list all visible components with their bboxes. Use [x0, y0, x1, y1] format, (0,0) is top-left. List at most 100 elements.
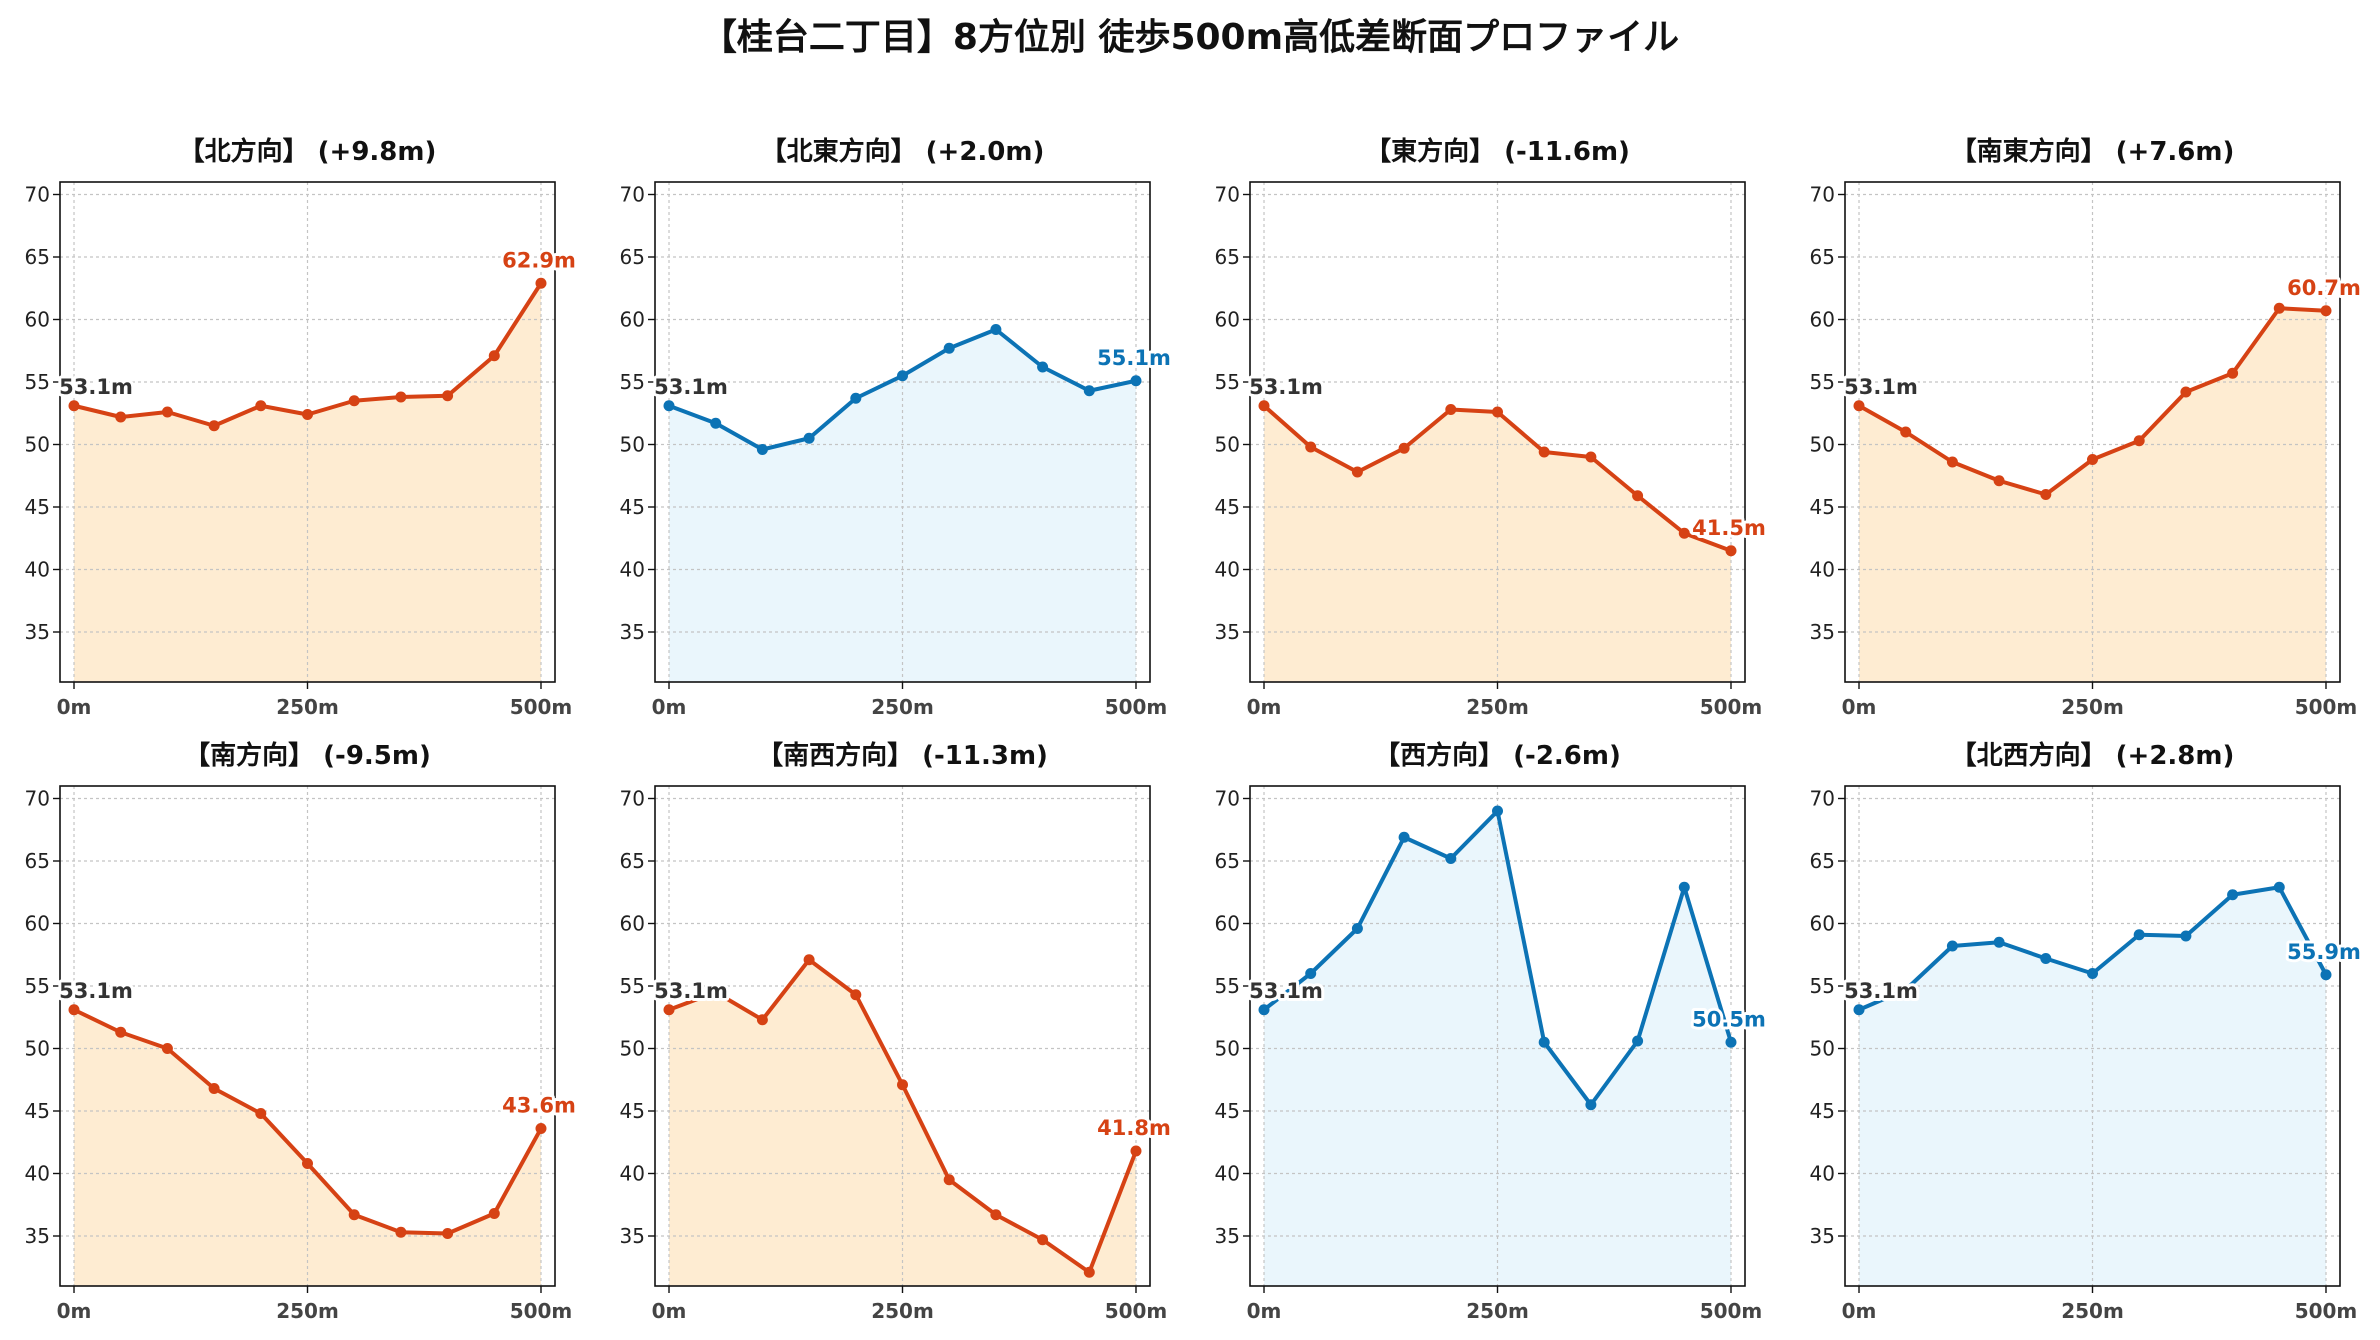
panel-4: 【南方向】 (-9.5m) 35 40 45 50 55 60 65 70 0m 250m 500m 5…	[25, 740, 579, 1323]
x-tick-label: 500m	[510, 1299, 573, 1323]
y-tick-label: 50	[1215, 433, 1240, 457]
data-point	[756, 444, 768, 455]
y-tick-label: 45	[1215, 1099, 1240, 1123]
data-point	[1725, 1036, 1737, 1048]
data-point	[1083, 385, 1095, 397]
x-tick-label: 0m	[652, 695, 687, 719]
data-point	[2087, 454, 2098, 465]
panel-title: 【南東方向】 (+7.6m)	[1951, 136, 2235, 167]
x-tick-label: 250m	[276, 695, 339, 719]
data-point	[2133, 435, 2145, 447]
data-point	[348, 1209, 360, 1221]
y-tick-label: 70	[1810, 787, 1835, 811]
panel-title: 【南方向】 (-9.5m)	[184, 740, 431, 771]
y-tick-label: 65	[620, 245, 645, 269]
y-tick-label: 40	[620, 1162, 645, 1186]
data-point	[2320, 305, 2332, 317]
start-label: 53.1m	[1844, 375, 1918, 399]
y-tick-label: 55	[25, 974, 50, 998]
y-tick-label: 70	[1810, 183, 1835, 207]
data-point	[442, 390, 454, 402]
data-point	[897, 370, 908, 382]
y-tick-label: 40	[1215, 1162, 1240, 1186]
x-tick-label: 0m	[1247, 1299, 1282, 1323]
y-tick-label: 70	[1215, 787, 1240, 811]
y-tick-label: 35	[620, 620, 645, 644]
x-tick-label: 0m	[1247, 695, 1282, 719]
start-label: 53.1m	[1844, 979, 1918, 1003]
area-fill	[669, 329, 1136, 682]
x-tick-label: 500m	[1105, 695, 1168, 719]
panel-5: 【南西方向】 (-11.3m) 35 40 45 50 55 60 65 70 0m 250m 500…	[620, 740, 1174, 1323]
y-tick-label: 50	[25, 1037, 50, 1061]
data-point	[1900, 426, 1912, 438]
y-tick-label: 65	[1810, 849, 1835, 873]
x-tick-label: 0m	[57, 1299, 92, 1323]
y-tick-label: 35	[1215, 1224, 1240, 1248]
y-tick-label: 45	[1810, 495, 1835, 519]
y-tick-label: 65	[620, 849, 645, 873]
y-tick-label: 65	[25, 245, 50, 269]
y-tick-label: 45	[620, 1099, 645, 1123]
end-label: 41.8m	[1097, 1116, 1171, 1140]
y-tick-label: 50	[620, 1037, 645, 1061]
data-point	[2040, 489, 2052, 500]
y-tick-label: 45	[25, 1099, 50, 1123]
start-label: 53.1m	[1249, 375, 1323, 399]
data-point	[897, 1079, 908, 1091]
y-tick-label: 55	[1810, 974, 1835, 998]
start-label: 53.1m	[1249, 979, 1323, 1003]
y-tick-label: 35	[1810, 620, 1835, 644]
y-tick-label: 60	[1810, 308, 1835, 332]
x-tick-label: 500m	[1700, 695, 1763, 719]
end-label: 50.5m	[1692, 1007, 1766, 1031]
data-point	[1946, 456, 1958, 468]
y-tick-label: 55	[1810, 370, 1835, 394]
y-tick-label: 45	[1810, 1099, 1835, 1123]
y-tick-label: 50	[25, 433, 50, 457]
y-tick-label: 60	[1215, 308, 1240, 332]
panel-7: 【北西方向】 (+2.8m) 35 40 45 50 55 60 65 70 0m 250m 500m…	[1810, 740, 2364, 1323]
data-point	[1083, 1266, 1095, 1278]
data-point	[1538, 446, 1550, 458]
y-tick-label: 60	[25, 308, 50, 332]
y-tick-label: 60	[1215, 912, 1240, 936]
data-point	[2273, 881, 2285, 893]
x-tick-label: 0m	[57, 695, 92, 719]
panel-title: 【北東方向】 (+2.0m)	[761, 136, 1045, 167]
panel-title: 【東方向】 (-11.6m)	[1365, 136, 1630, 167]
x-tick-label: 250m	[2061, 695, 2124, 719]
data-point	[1585, 451, 1597, 463]
data-point	[115, 1026, 127, 1038]
data-point	[2087, 968, 2098, 979]
data-point	[1492, 805, 1503, 817]
data-point	[255, 1108, 267, 1119]
data-point	[803, 432, 815, 444]
start-label: 53.1m	[654, 375, 728, 399]
data-point	[1398, 442, 1410, 454]
y-tick-label: 65	[1215, 849, 1240, 873]
data-point	[2040, 953, 2052, 964]
data-point	[2133, 929, 2145, 941]
data-point	[990, 324, 1002, 335]
data-point	[161, 1043, 173, 1054]
data-point	[348, 395, 360, 407]
panel-6: 【西方向】 (-2.6m) 35 40 45 50 55 60 65 70 0m 250m 500m 5…	[1215, 740, 1769, 1323]
data-point	[395, 1226, 407, 1238]
y-tick-label: 35	[620, 1224, 645, 1248]
y-tick-label: 60	[1810, 912, 1835, 936]
data-point	[488, 1208, 500, 1219]
y-tick-label: 40	[1215, 558, 1240, 582]
end-label: 62.9m	[502, 248, 576, 272]
x-tick-label: 250m	[1466, 1299, 1529, 1323]
data-point	[1678, 881, 1690, 893]
data-point	[535, 277, 547, 289]
data-point	[442, 1228, 454, 1239]
y-tick-label: 70	[620, 787, 645, 811]
data-point	[1305, 968, 1317, 979]
end-label: 43.6m	[502, 1094, 576, 1118]
data-point	[115, 411, 127, 423]
data-point	[1351, 466, 1363, 478]
data-point	[2227, 889, 2239, 901]
